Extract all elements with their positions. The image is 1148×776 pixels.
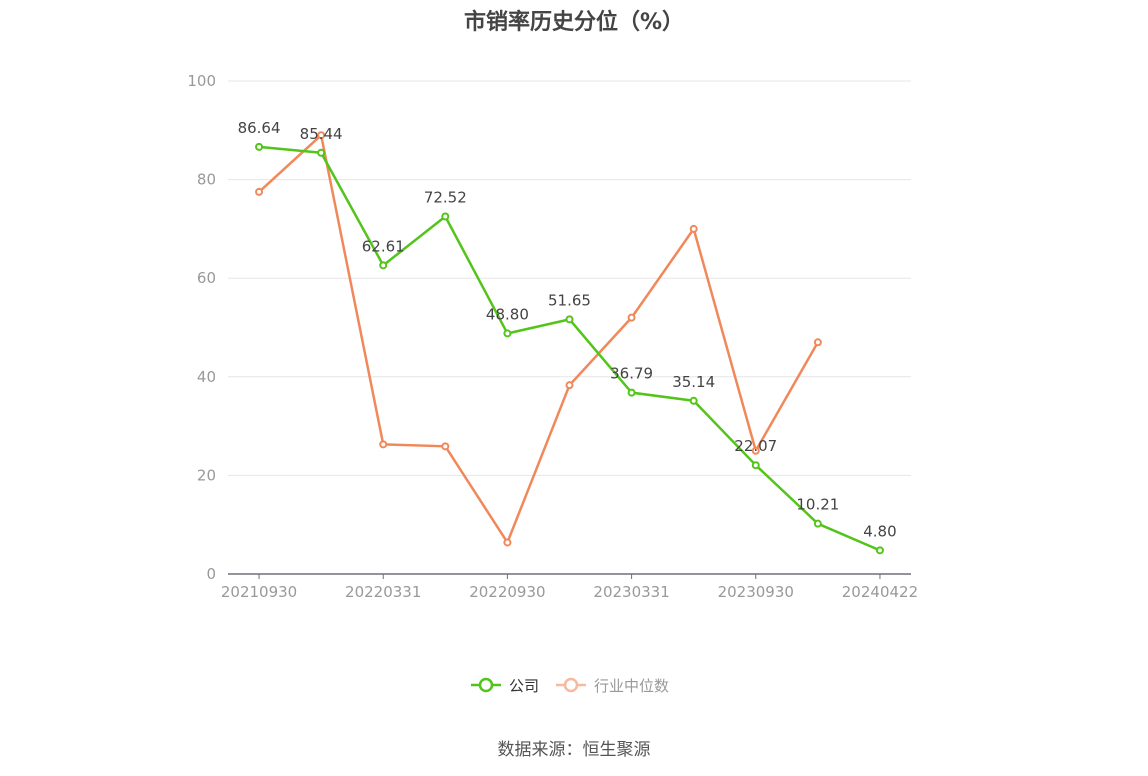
data-label: 35.14 (672, 373, 715, 391)
chart-title: 市销率历史分位（%） (463, 10, 685, 35)
data-label: 48.80 (486, 305, 529, 323)
x-tick-label: 20220331 (345, 583, 421, 601)
series-line-company (258, 145, 881, 552)
grid-lines (228, 80, 911, 476)
data-label: 86.64 (238, 119, 281, 137)
data-label: 10.21 (796, 496, 839, 514)
x-tick-label: 20220930 (469, 583, 545, 601)
data-point (813, 338, 822, 347)
y-axis: 0 20 40 60 80 100 (187, 72, 216, 583)
data-label: 36.79 (610, 365, 653, 383)
data-point (503, 329, 512, 338)
y-tick-label: 0 (206, 565, 216, 583)
x-tick-label: 20240422 (842, 583, 918, 601)
legend: 公司 行业中位数 (471, 677, 669, 695)
circle-line-icon (478, 677, 494, 693)
data-label: 22.07 (734, 437, 777, 455)
data-label: 4.80 (863, 522, 896, 540)
data-point (379, 261, 388, 270)
data-label: 72.52 (424, 188, 467, 206)
data-point (689, 224, 698, 233)
legend-label: 公司 (509, 677, 539, 695)
data-point (379, 440, 388, 449)
data-point (317, 131, 326, 140)
y-tick-label: 80 (197, 171, 216, 189)
y-tick-label: 20 (197, 466, 216, 484)
y-tick-label: 100 (187, 72, 216, 90)
data-point (565, 315, 574, 324)
x-tick-label: 20230930 (718, 583, 794, 601)
series-layer (255, 131, 884, 555)
data-point (441, 212, 450, 221)
legend-label: 行业中位数 (594, 677, 669, 695)
data-point (751, 446, 760, 455)
circle-line-icon (563, 677, 579, 693)
series-line-industry (258, 133, 819, 544)
data-point (503, 538, 512, 547)
data-point (317, 148, 326, 157)
data-point (751, 461, 760, 470)
data-point (441, 442, 450, 451)
data-labels: 86.64 85.44 62.61 72.52 48.80 51.65 36.79 35.14… (238, 119, 897, 540)
data-point (565, 381, 574, 390)
x-axis: 20210930 20220331 20220930 20230331 20230930… (221, 573, 918, 601)
data-point (813, 519, 822, 528)
data-label: 85.44 (300, 125, 343, 143)
data-point (875, 546, 884, 555)
y-tick-label: 60 (197, 269, 216, 287)
x-tick-label: 20230331 (593, 583, 669, 601)
y-tick-label: 40 (197, 368, 216, 386)
data-point (627, 388, 636, 397)
data-label: 51.65 (548, 291, 591, 309)
data-label: 62.61 (362, 237, 405, 255)
data-point (689, 396, 698, 405)
data-point (627, 313, 636, 322)
data-point (255, 142, 264, 151)
data-point (255, 187, 264, 196)
source-note: 数据来源：恒生聚源 (497, 740, 651, 760)
x-tick-label: 20210930 (221, 583, 297, 601)
